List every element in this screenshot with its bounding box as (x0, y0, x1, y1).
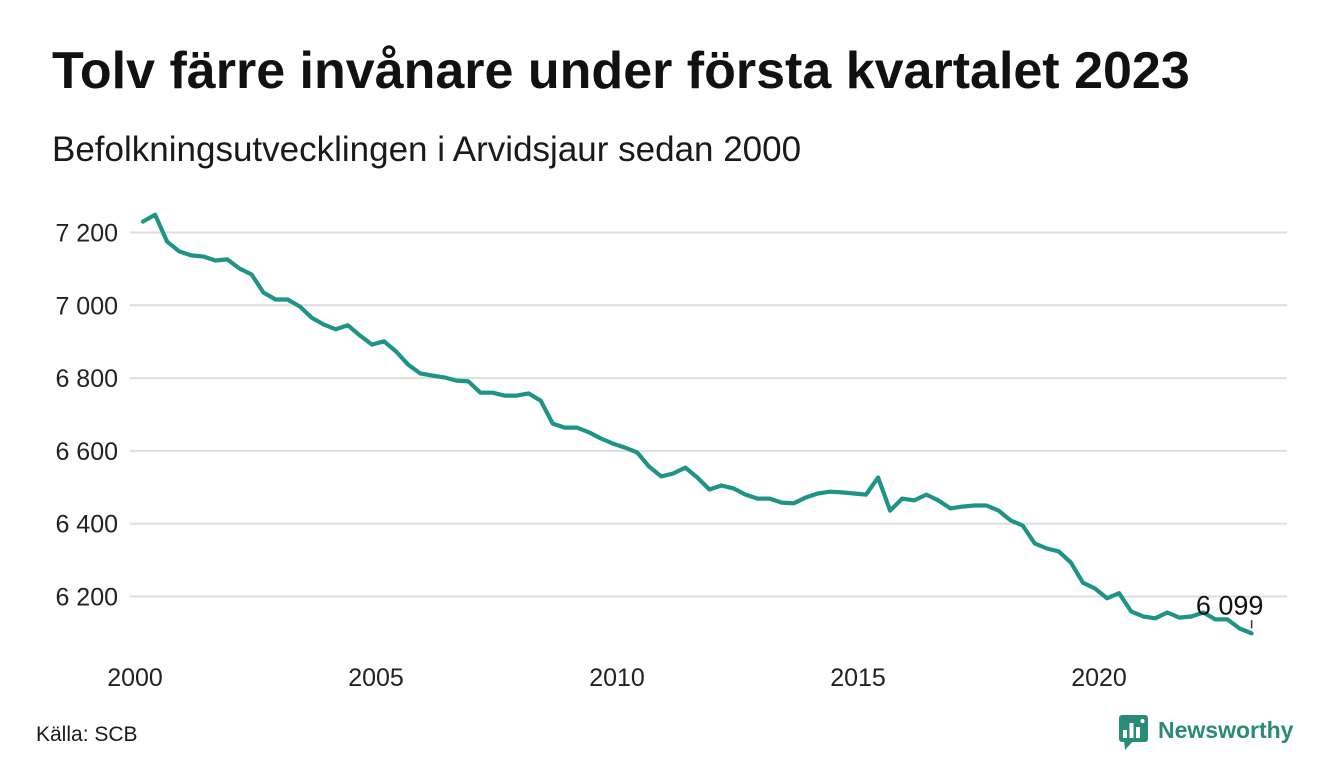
newsworthy-logo-text: Newsworthy (1158, 717, 1294, 743)
annotation-label: 6 099 (1196, 590, 1264, 620)
chart-title: Tolv färre invånare under första kvartal… (52, 42, 1190, 100)
series-line (140, 212, 1254, 636)
y-tick-label: 7 000 (55, 292, 118, 320)
y-tick-label: 6 400 (55, 511, 118, 539)
y-tick-label: 7 200 (55, 220, 118, 248)
y-tick-label: 6 600 (55, 438, 118, 466)
x-tick-label: 2020 (1071, 664, 1127, 692)
y-tick-label: 6 800 (55, 365, 118, 393)
x-tick-label: 2000 (107, 664, 163, 692)
gridlines (130, 231, 1287, 598)
data-points (141, 212, 1255, 636)
x-tick-label: 2005 (348, 664, 404, 692)
chart-subtitle: Befolkningsutvecklingen i Arvidsjaur sed… (52, 130, 801, 169)
y-axis-tick-labels: 7 200 7 000 6 800 6 600 6 400 6 200 (55, 220, 118, 612)
newsworthy-logo-icon (1119, 715, 1148, 750)
x-axis-tick-labels: 2000 2005 2010 2015 2020 (107, 664, 1127, 692)
x-tick-label: 2010 (589, 664, 645, 692)
x-tick-label: 2015 (830, 664, 886, 692)
source-label: Källa: SCB (36, 723, 138, 746)
y-tick-label: 6 200 (55, 584, 118, 612)
newsworthy-logo: Newsworthy (1119, 715, 1294, 750)
